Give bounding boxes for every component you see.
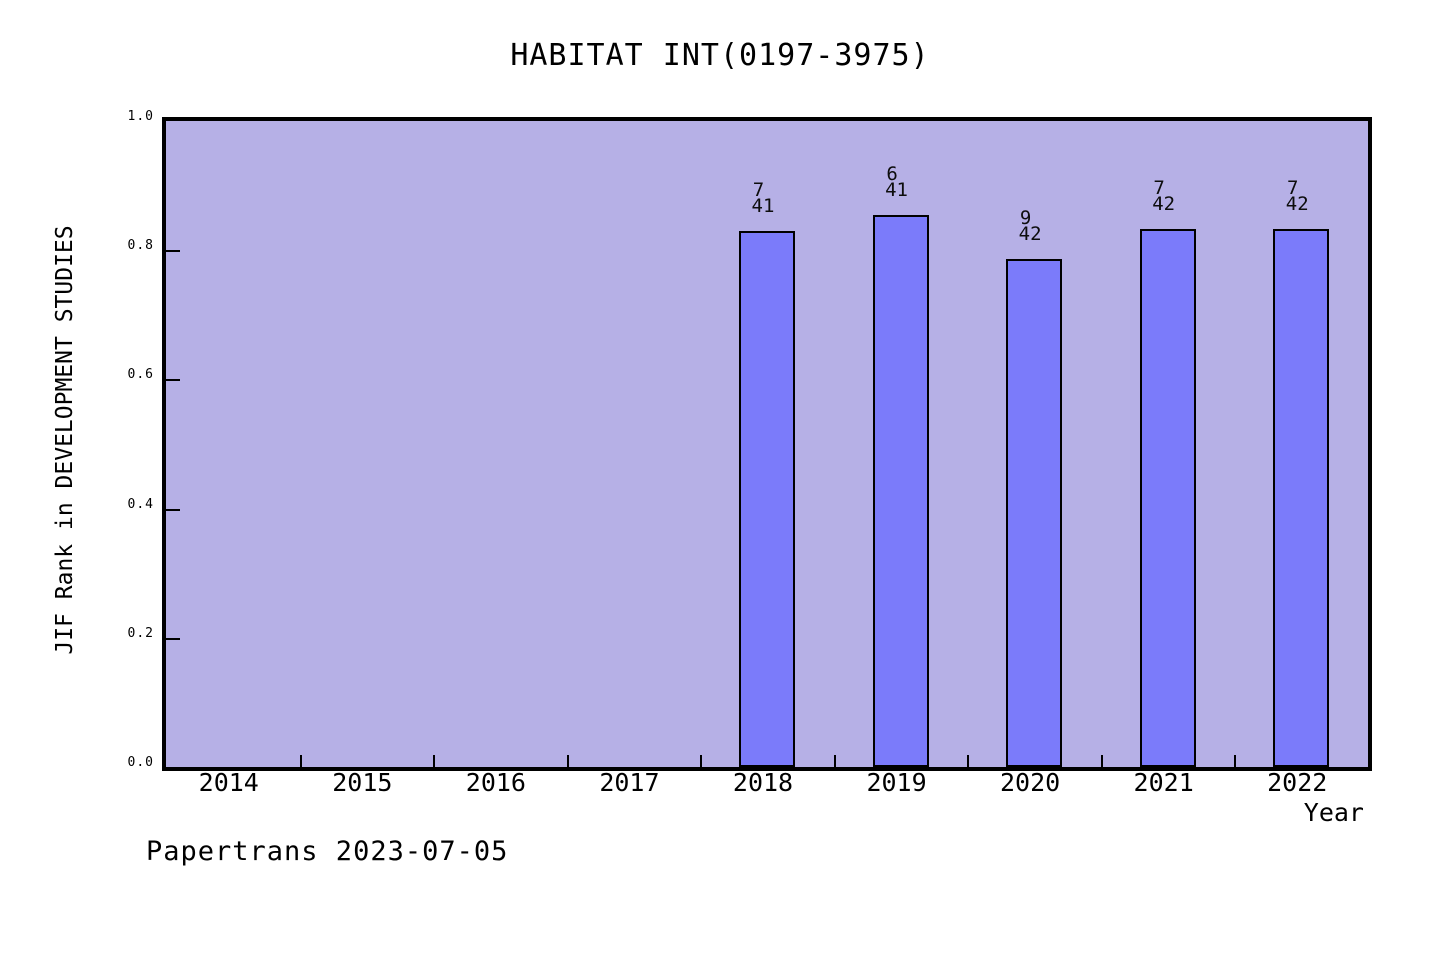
bar-label-2018: 7 41 bbox=[723, 181, 803, 216]
plot-inner bbox=[166, 121, 1368, 767]
bar-2018[interactable] bbox=[739, 231, 795, 767]
x-tick-label-2021: 2021 bbox=[1133, 768, 1194, 797]
bar-2020[interactable] bbox=[1006, 259, 1063, 767]
bar-2019[interactable] bbox=[872, 215, 929, 767]
plot-area bbox=[162, 117, 1372, 771]
x-tick-label-2014: 2014 bbox=[198, 768, 259, 797]
bar-label-total: 42 bbox=[1285, 192, 1309, 215]
bar-label-total: 42 bbox=[1018, 223, 1042, 246]
bar-label-total: 41 bbox=[885, 179, 908, 202]
bar-label-rank: 7 bbox=[1153, 176, 1165, 199]
bar-label-rank: 6 bbox=[886, 163, 898, 186]
bar-label-2021: 7 42 bbox=[1124, 178, 1204, 215]
y-tick-label-0.2: 0.2 bbox=[127, 625, 154, 641]
x-tick-label-2015: 2015 bbox=[332, 768, 393, 797]
x-tick-label-2022: 2022 bbox=[1267, 768, 1328, 797]
bar-label-total: 41 bbox=[751, 195, 775, 218]
x-tick-mark bbox=[1100, 755, 1103, 767]
bar-label-rank: 7 bbox=[752, 179, 765, 202]
y-tick-label-0.4: 0.4 bbox=[127, 496, 154, 512]
y-tick-mark bbox=[166, 250, 180, 253]
bar-label-rank: 9 bbox=[1019, 207, 1032, 230]
footer-note: Papertrans 2023-07-05 bbox=[146, 836, 509, 867]
x-tick-mark bbox=[833, 755, 836, 767]
x-tick-label-2016: 2016 bbox=[465, 768, 526, 797]
chart-title: HABITAT INT(0197-3975) bbox=[510, 38, 930, 73]
x-tick-label-2017: 2017 bbox=[599, 768, 660, 797]
x-tick-mark bbox=[700, 755, 703, 767]
y-axis-title: JIF Rank in DEVELOPMENT STUDIES bbox=[52, 225, 78, 655]
y-tick-label-0.8: 0.8 bbox=[127, 238, 154, 254]
y-tick-label-1.0: 1.0 bbox=[127, 109, 154, 124]
x-tick-label-2019: 2019 bbox=[866, 768, 927, 797]
bar-label-2022: 7 42 bbox=[1257, 178, 1337, 215]
y-tick-mark bbox=[166, 379, 180, 382]
x-tick-mark bbox=[967, 755, 970, 767]
bar-label-2019: 6 41 bbox=[857, 165, 937, 200]
y-tick-label-0.6: 0.6 bbox=[127, 367, 154, 383]
bar-2022[interactable] bbox=[1273, 228, 1330, 767]
x-tick-label-2018: 2018 bbox=[732, 768, 794, 797]
x-tick-mark bbox=[566, 755, 569, 767]
y-tick-mark bbox=[166, 637, 180, 640]
y-tick-mark bbox=[166, 508, 180, 511]
bar-label-total: 42 bbox=[1152, 192, 1176, 215]
x-tick-mark bbox=[1234, 755, 1237, 767]
y-tick-label-0.0: 0.0 bbox=[127, 755, 154, 770]
bar-label-2020: 9 42 bbox=[990, 209, 1070, 244]
bar-label-rank: 7 bbox=[1286, 176, 1299, 199]
x-tick-mark bbox=[433, 755, 436, 767]
x-tick-label-2020: 2020 bbox=[1000, 768, 1061, 797]
bar-2021[interactable] bbox=[1139, 228, 1196, 767]
x-axis-title: Year bbox=[1303, 798, 1364, 827]
x-tick-mark bbox=[299, 755, 302, 767]
